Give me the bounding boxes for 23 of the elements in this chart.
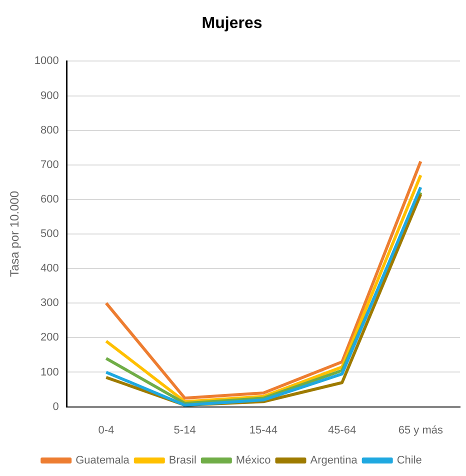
y-tick-label: 1000 <box>34 55 59 68</box>
x-tick-label: 5-14 <box>174 424 196 436</box>
y-tick-label: 100 <box>40 366 59 378</box>
legend-label: Chile <box>396 454 422 467</box>
y-tick-label: 400 <box>40 262 59 275</box>
y-tick-label: 500 <box>40 228 59 240</box>
y-tick-label: 900 <box>40 90 59 102</box>
legend-label: México <box>236 454 271 467</box>
legend-label: Brasil <box>168 454 196 467</box>
x-tick-label: 15-44 <box>249 424 278 436</box>
x-tick-label: 45-64 <box>328 424 356 436</box>
y-tick-label: 600 <box>40 193 59 206</box>
y-axis-title: Tasa por 10.000 <box>8 190 22 278</box>
chart-title: Mujeres <box>202 15 262 32</box>
y-tick-label: 200 <box>40 332 59 344</box>
x-tick-label: 0-4 <box>98 424 114 436</box>
x-tick-label: 65 y más <box>398 424 444 436</box>
legend-label: Argentina <box>310 454 358 467</box>
y-tick-label: 0 <box>52 400 59 413</box>
y-tick-label: 700 <box>40 158 59 171</box>
y-tick-label: 300 <box>40 297 59 310</box>
legend-label: Guatemala <box>76 454 130 467</box>
y-tick-label: 800 <box>40 124 59 136</box>
